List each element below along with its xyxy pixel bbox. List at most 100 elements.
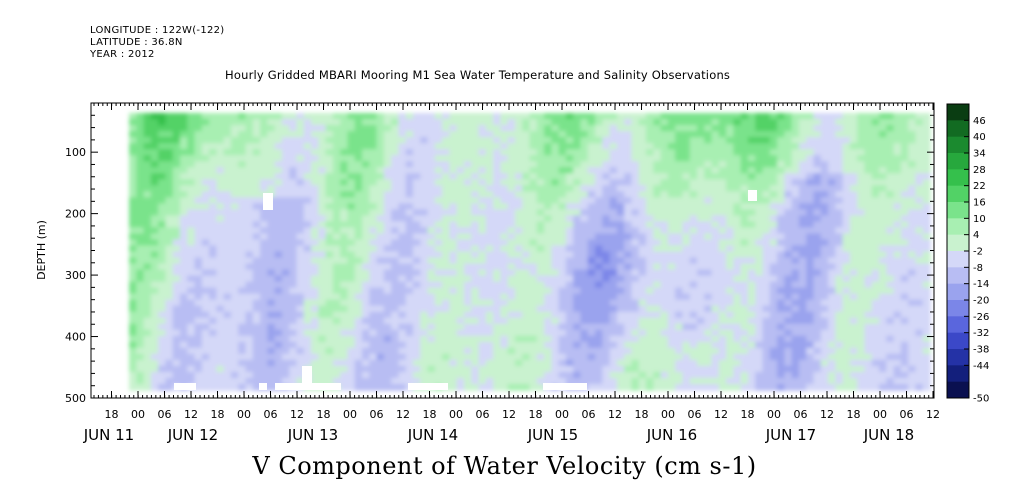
year-label: YEAR : 2012 bbox=[90, 49, 155, 60]
x-day-label: JUN 13 bbox=[287, 426, 338, 444]
colorbar-label: -50 bbox=[973, 394, 989, 405]
x-hour-label: 12 bbox=[926, 408, 940, 421]
x-day-label: JUN 15 bbox=[527, 426, 578, 444]
x-hour-label: 18 bbox=[211, 408, 225, 421]
colorbar-label: -14 bbox=[973, 279, 989, 290]
colorbar-label: 10 bbox=[973, 214, 986, 225]
colorbar-swatch bbox=[947, 381, 969, 399]
x-hour-label: 06 bbox=[582, 408, 596, 421]
colorbar-swatch bbox=[947, 202, 969, 219]
gap-patch bbox=[275, 383, 341, 390]
colorbar-swatch bbox=[947, 120, 969, 138]
colorbar-label: 40 bbox=[973, 132, 986, 143]
missing-data-patches bbox=[174, 190, 757, 390]
gap-patch bbox=[408, 383, 448, 390]
x-hour-label: 12 bbox=[184, 408, 198, 421]
y-axis-ticks: 100 200 300 400 500 bbox=[65, 114, 934, 405]
x-hour-label: 12 bbox=[820, 408, 834, 421]
x-hour-label: 00 bbox=[873, 408, 887, 421]
colorbar-label: 16 bbox=[973, 198, 986, 209]
y-tick-label: 100 bbox=[65, 146, 86, 159]
x-hour-label: 00 bbox=[237, 408, 251, 421]
gap-patch bbox=[302, 366, 312, 383]
x-hour-label: 06 bbox=[688, 408, 702, 421]
colorbar-swatch bbox=[947, 153, 969, 170]
x-hour-label: 00 bbox=[343, 408, 357, 421]
colorbar-label: 34 bbox=[973, 149, 986, 160]
colorbar-label: -32 bbox=[973, 328, 989, 339]
colorbar: 46 40 34 28 22 16 10 4 -2 -8 -14 -20 -26 -32 -38 -44 -50 bbox=[946, 103, 989, 405]
colorbar-swatch bbox=[947, 316, 969, 334]
colorbar-swatch bbox=[947, 349, 969, 366]
colorbar-swatch bbox=[947, 251, 969, 268]
y-tick-label: 500 bbox=[65, 392, 86, 405]
heatmap-cells bbox=[129, 113, 931, 391]
x-day-label: JUN 18 bbox=[863, 426, 914, 444]
colorbar-label: -20 bbox=[973, 296, 989, 307]
gap-patch bbox=[259, 383, 267, 390]
colorbar-label: -44 bbox=[973, 361, 989, 372]
x-hour-label: 18 bbox=[635, 408, 649, 421]
x-hour-label: 12 bbox=[608, 408, 622, 421]
x-hour-label: 06 bbox=[158, 408, 172, 421]
colorbar-swatch bbox=[947, 267, 969, 285]
x-day-label: JUN 17 bbox=[765, 426, 816, 444]
colorbar-swatch bbox=[947, 234, 969, 252]
x-hour-label: 12 bbox=[714, 408, 728, 421]
x-day-label: JUN 16 bbox=[646, 426, 697, 444]
x-day-label: JUN 11 bbox=[83, 426, 134, 444]
colorbar-swatch bbox=[947, 300, 969, 317]
y-tick-label: 400 bbox=[65, 331, 86, 344]
y-axis-label: DEPTH (m) bbox=[35, 220, 48, 280]
colorbar-label: -26 bbox=[973, 312, 989, 323]
x-hour-label: 06 bbox=[794, 408, 808, 421]
colorbar-swatch bbox=[947, 169, 969, 187]
colorbar-swatch bbox=[947, 365, 969, 383]
x-hour-label: 00 bbox=[131, 408, 145, 421]
x-hour-label: 12 bbox=[502, 408, 516, 421]
x-hour-label: 06 bbox=[476, 408, 490, 421]
y-tick-label: 300 bbox=[65, 269, 86, 282]
heatmap-field bbox=[129, 113, 931, 391]
x-hour-label: 00 bbox=[767, 408, 781, 421]
colorbar-swatch bbox=[947, 218, 969, 236]
x-hour-label: 00 bbox=[449, 408, 463, 421]
chart-title: Hourly Gridded MBARI Mooring M1 Sea Wate… bbox=[225, 68, 731, 82]
x-hour-label: 18 bbox=[847, 408, 861, 421]
x-hour-label: 00 bbox=[661, 408, 675, 421]
x-hour-label: 12 bbox=[396, 408, 410, 421]
x-hour-label: 06 bbox=[370, 408, 384, 421]
colorbar-label: 46 bbox=[973, 116, 986, 127]
variable-title: V Component of Water Velocity (cm s-1) bbox=[252, 452, 757, 480]
x-axis-ticks: 18 00 06 12 18 00 06 12 18 00 06 12 18 00 06 12 18 00 06 12… bbox=[83, 103, 940, 444]
colorbar-label: -38 bbox=[973, 345, 989, 356]
colorbar-label: -2 bbox=[973, 247, 983, 258]
colorbar-swatch bbox=[947, 185, 969, 203]
gap-patch bbox=[263, 193, 273, 210]
longitude-label: LONGITUDE : 122W(-122) bbox=[90, 25, 225, 36]
colorbar-label: 28 bbox=[973, 165, 986, 176]
x-hour-label: 06 bbox=[264, 408, 278, 421]
x-hour-label: 18 bbox=[529, 408, 543, 421]
colorbar-swatch bbox=[947, 283, 969, 301]
x-hour-label: 18 bbox=[317, 408, 331, 421]
colorbar-label: -8 bbox=[973, 263, 983, 274]
x-hour-label: 18 bbox=[741, 408, 755, 421]
gap-patch bbox=[748, 190, 757, 201]
colorbar-label: 22 bbox=[973, 181, 986, 192]
latitude-label: LATITUDE : 36.8N bbox=[90, 37, 183, 48]
x-hour-label: 12 bbox=[290, 408, 304, 421]
colorbar-swatch bbox=[947, 104, 969, 121]
x-hour-label: 18 bbox=[423, 408, 437, 421]
colorbar-swatch bbox=[947, 332, 969, 350]
colorbar-swatch bbox=[947, 136, 969, 154]
x-hour-label: 06 bbox=[900, 408, 914, 421]
x-hour-label: 00 bbox=[555, 408, 569, 421]
gap-patch bbox=[543, 383, 587, 390]
x-day-label: JUN 12 bbox=[167, 426, 218, 444]
colorbar-label: 4 bbox=[973, 230, 979, 241]
y-tick-label: 200 bbox=[65, 208, 86, 221]
gap-patch bbox=[174, 383, 196, 390]
x-hour-label: 18 bbox=[105, 408, 119, 421]
